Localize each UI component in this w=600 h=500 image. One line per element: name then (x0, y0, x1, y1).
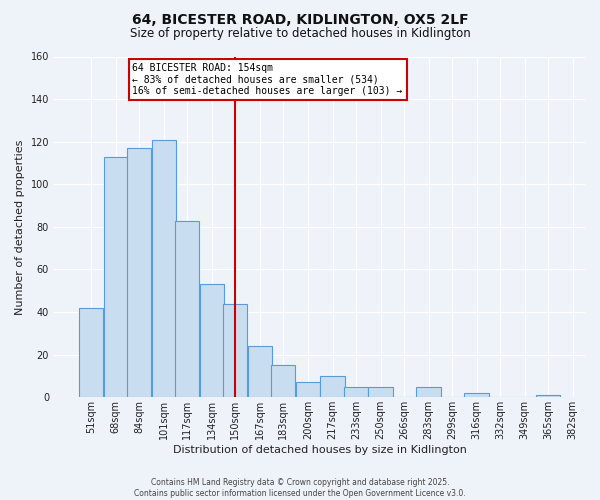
Text: Size of property relative to detached houses in Kidlington: Size of property relative to detached ho… (130, 26, 470, 40)
X-axis label: Distribution of detached houses by size in Kidlington: Distribution of detached houses by size … (173, 445, 466, 455)
Y-axis label: Number of detached properties: Number of detached properties (15, 139, 25, 314)
Bar (536, 395, 560, 398)
Bar (344, 386, 368, 398)
Bar (271, 366, 295, 398)
Text: Contains HM Land Registry data © Crown copyright and database right 2025.
Contai: Contains HM Land Registry data © Crown c… (134, 478, 466, 498)
Text: 64 BICESTER ROAD: 154sqm
← 83% of detached houses are smaller (534)
16% of semi-: 64 BICESTER ROAD: 154sqm ← 83% of detach… (133, 63, 403, 96)
Bar (320, 376, 345, 398)
Text: 64, BICESTER ROAD, KIDLINGTON, OX5 2LF: 64, BICESTER ROAD, KIDLINGTON, OX5 2LF (131, 12, 469, 26)
Bar (416, 386, 441, 398)
Bar (175, 220, 199, 398)
Bar (223, 304, 247, 398)
Bar (152, 140, 176, 398)
Bar (200, 284, 224, 398)
Bar (464, 393, 489, 398)
Bar (79, 308, 103, 398)
Bar (104, 156, 128, 398)
Bar (296, 382, 320, 398)
Bar (248, 346, 272, 398)
Bar (368, 386, 393, 398)
Bar (127, 148, 151, 398)
